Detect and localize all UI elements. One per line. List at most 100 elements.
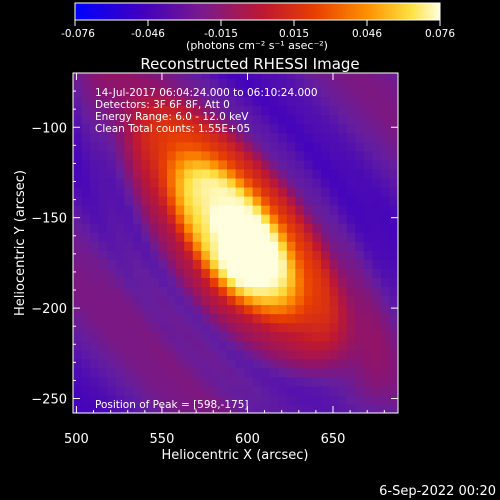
heatmap-cell <box>184 96 194 107</box>
heatmap-cell <box>90 403 100 413</box>
heatmap-cell <box>295 159 305 170</box>
heatmap-cell <box>209 295 219 306</box>
heatmap-cell <box>363 268 373 278</box>
heatmap-cell <box>124 186 134 197</box>
heatmap-cell <box>107 367 117 378</box>
heatmap-cell <box>192 150 202 161</box>
heatmap-cell <box>201 313 211 324</box>
heatmap-cell <box>321 358 331 369</box>
heatmap-cell <box>201 214 211 224</box>
heatmap-cell <box>124 304 134 315</box>
heatmap-cell <box>329 186 339 197</box>
heatmap-cell <box>329 141 339 152</box>
heatmap-cell <box>226 322 237 333</box>
heatmap-cell <box>252 313 262 324</box>
heatmap-cell <box>346 241 356 251</box>
heatmap-cell <box>244 78 254 89</box>
heatmap-cell <box>115 241 125 251</box>
heatmap-cell <box>115 277 125 287</box>
annotation-line: 14-Jul-2017 06:04:24.000 to 06:10:24.000 <box>95 87 318 99</box>
heatmap-cell <box>81 376 91 387</box>
heatmap-cell <box>355 241 365 251</box>
heatmap-cell <box>107 150 117 161</box>
heatmap-cell <box>175 150 185 161</box>
heatmap-cell <box>389 223 398 233</box>
colorbar-tick-label: -0.076 <box>61 28 95 40</box>
heatmap-cell <box>303 205 314 215</box>
heatmap-cell <box>252 286 262 297</box>
x-axis: 500 550 600 650 <box>64 73 385 447</box>
heatmap-cell <box>124 168 134 179</box>
heatmap-cell <box>107 123 117 134</box>
heatmap-cell <box>201 205 211 215</box>
heatmap-cell <box>115 331 125 342</box>
heatmap-cell <box>209 286 219 297</box>
heatmap-cell <box>363 159 373 170</box>
heatmap-cell <box>244 241 254 251</box>
heatmap-cell <box>107 78 117 89</box>
heatmap-cell <box>338 205 348 215</box>
heatmap-cell <box>107 241 117 251</box>
heatmap-cell <box>252 232 262 242</box>
heatmap-cell <box>295 123 305 134</box>
heatmap-cell <box>149 96 160 107</box>
heatmap-cell <box>321 195 331 206</box>
heatmap-cell <box>90 114 100 125</box>
heatmap-cell <box>167 331 177 342</box>
heatmap-cell <box>380 96 391 107</box>
heatmap-cell <box>132 304 143 315</box>
heatmap-cell <box>226 385 237 396</box>
heatmap-cell <box>209 250 219 260</box>
heatmap-cell <box>295 295 305 306</box>
heatmap-cell <box>363 304 373 315</box>
heatmap-cell <box>346 259 356 269</box>
heatmap-cell <box>167 141 177 152</box>
heatmap-cell <box>209 241 219 251</box>
heatmap-cell <box>192 322 202 333</box>
heatmap-cell <box>124 123 134 134</box>
heatmap-cell <box>380 376 391 387</box>
heatmap-cell <box>329 295 339 306</box>
heatmap-cell <box>363 132 373 143</box>
heatmap-cell <box>167 286 177 297</box>
y-tick-label: −100 <box>31 121 67 136</box>
heatmap-cell <box>389 385 398 396</box>
heatmap-cell <box>286 322 296 333</box>
heatmap-cell <box>184 358 194 369</box>
heatmap-cell <box>201 367 211 378</box>
heatmap-cell <box>295 114 305 125</box>
heatmap-cell <box>201 358 211 369</box>
heatmap-cell <box>252 322 262 333</box>
heatmap-cell <box>218 78 228 89</box>
heatmap-cell <box>372 214 382 224</box>
heatmap-cell <box>363 205 373 215</box>
heatmap-cell <box>81 205 91 215</box>
heatmap-cell <box>261 304 271 315</box>
heatmap-cell <box>372 295 382 306</box>
heatmap-cell <box>90 159 100 170</box>
heatmap-cell <box>269 214 279 224</box>
heatmap-cell <box>98 385 108 396</box>
heatmap-cell <box>338 105 348 116</box>
heatmap-cell <box>192 340 202 351</box>
heatmap-cell <box>175 268 185 278</box>
heatmap-cell <box>81 250 91 260</box>
heatmap-cell <box>141 313 151 324</box>
heatmap-cell <box>389 195 398 206</box>
heatmap-cell <box>303 96 314 107</box>
heatmap-cell <box>73 295 83 306</box>
heatmap-cell <box>261 241 271 251</box>
heatmap-cell <box>372 259 382 269</box>
heatmap-cell <box>175 403 185 413</box>
heatmap-cell <box>261 268 271 278</box>
heatmap-cell <box>98 214 108 224</box>
heatmap-cell <box>226 73 237 80</box>
heatmap-cell <box>278 349 288 360</box>
heatmap-cell <box>201 331 211 342</box>
heatmap-cell <box>209 87 219 98</box>
heatmap-cell <box>295 232 305 242</box>
heatmap-cell <box>269 177 279 188</box>
heatmap-cell <box>149 322 160 333</box>
heatmap-cell <box>141 259 151 269</box>
heatmap-cell <box>124 114 134 125</box>
